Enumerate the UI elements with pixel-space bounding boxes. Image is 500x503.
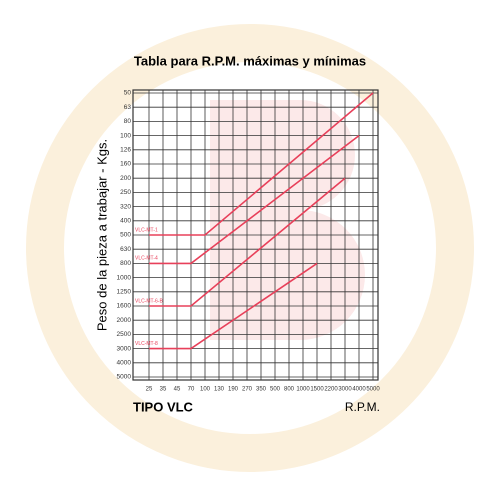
- x-tick-label: 100: [200, 387, 211, 393]
- y-tick-label: 5000: [117, 374, 132, 381]
- y-tick-label: 400: [120, 218, 131, 225]
- series-label: VLC-MT-1: [135, 227, 158, 233]
- x-tick-label: 800: [284, 387, 295, 393]
- x-tick-label: 70: [188, 387, 195, 393]
- watermark-ring: [26, 24, 474, 472]
- x-tick-label: 270: [242, 387, 253, 393]
- y-tick-label: 50: [124, 90, 132, 97]
- series-line: [149, 92, 374, 236]
- x-tick-label: 35: [160, 387, 167, 393]
- series-label: VLC-MT-4: [135, 256, 158, 262]
- x-tick-label: 350: [256, 387, 267, 393]
- y-tick-label: 500: [120, 232, 131, 239]
- y-tick-label: 1000: [117, 274, 132, 281]
- y-tick-label: 630: [120, 246, 131, 253]
- x-tick-label: 2200: [324, 387, 338, 393]
- y-tick-label: 126: [120, 147, 131, 154]
- x-tick-label: 1500: [310, 387, 324, 393]
- y-tick-label: 2500: [117, 331, 132, 338]
- y-axis-label: Peso de la pieza a trabajar - Kgs.: [94, 139, 109, 331]
- y-tick-label: 320: [120, 203, 131, 210]
- series-line: [149, 134, 360, 265]
- x-tick-label: 500: [270, 387, 281, 393]
- y-tick-label: 100: [120, 132, 131, 139]
- series-label: VLC-MT-8: [135, 341, 158, 347]
- y-tick-label: 250: [120, 189, 131, 196]
- y-tick-label: 200: [120, 175, 131, 182]
- y-tick-label: 1600: [117, 303, 132, 310]
- series-line: [149, 262, 318, 350]
- series-label: VLC-MT-6-B: [135, 298, 163, 304]
- x-tick-label: 45: [174, 387, 181, 393]
- y-tick-label: 63: [124, 104, 132, 111]
- y-tick-label: 4000: [117, 360, 132, 367]
- x-tick-label: 190: [228, 387, 239, 393]
- y-tick-label: 160: [120, 161, 131, 168]
- x-axis-label: TIPO VLC: [133, 399, 194, 414]
- x-tick-label: 1000: [296, 387, 310, 393]
- x-tick-label: 3000: [338, 387, 352, 393]
- x-tick-label: 5000: [366, 387, 380, 393]
- x-axis-unit: R.P.M.: [345, 400, 380, 414]
- chart-title: Tabla para R.P.M. máximas y mínimas: [134, 53, 366, 68]
- y-tick-label: 1250: [117, 289, 132, 296]
- x-tick-label: 4000: [352, 387, 366, 393]
- y-tick-label: 3000: [117, 345, 132, 352]
- y-tick-label: 80: [124, 118, 132, 125]
- x-tick-label: 25: [146, 387, 153, 393]
- y-tick-label: 800: [120, 260, 131, 267]
- series-line: [149, 177, 346, 307]
- y-tick-label: 2000: [117, 317, 132, 324]
- x-tick-label: 130: [214, 387, 225, 393]
